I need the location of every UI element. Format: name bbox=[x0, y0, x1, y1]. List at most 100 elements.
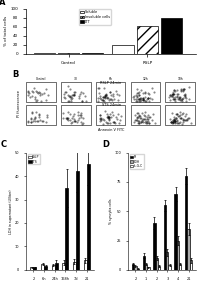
Point bbox=[63, 92, 66, 97]
Point bbox=[32, 116, 35, 121]
Point bbox=[147, 121, 150, 125]
Point bbox=[45, 112, 48, 117]
Point bbox=[183, 92, 186, 97]
Point bbox=[104, 93, 107, 98]
Point bbox=[26, 89, 29, 93]
Point bbox=[151, 118, 154, 122]
Bar bbox=[156, 258, 158, 270]
Point bbox=[98, 94, 102, 99]
Point bbox=[105, 95, 108, 100]
Point bbox=[102, 94, 105, 99]
Point bbox=[146, 95, 149, 100]
Point bbox=[31, 89, 34, 93]
Legend: Soluble, Insoluble cells, LTT: Soluble, Insoluble cells, LTT bbox=[79, 9, 111, 25]
Point bbox=[183, 92, 186, 97]
Point bbox=[148, 121, 151, 126]
Point bbox=[170, 119, 173, 123]
Point bbox=[154, 121, 157, 125]
Point bbox=[173, 97, 176, 101]
Point bbox=[144, 118, 147, 123]
Point bbox=[102, 95, 105, 99]
Point bbox=[62, 110, 65, 115]
Point bbox=[135, 93, 138, 98]
Bar bbox=[61, 105, 91, 125]
Point bbox=[108, 90, 112, 95]
Point bbox=[32, 118, 35, 123]
Point bbox=[103, 98, 106, 103]
Point bbox=[147, 96, 150, 100]
Point bbox=[147, 91, 150, 95]
Point bbox=[173, 119, 176, 124]
Point bbox=[68, 117, 71, 122]
Y-axis label: % of total cells: % of total cells bbox=[4, 16, 8, 46]
Point bbox=[174, 118, 177, 123]
Bar bbox=[153, 223, 156, 270]
Point bbox=[105, 114, 108, 119]
Point bbox=[36, 118, 39, 123]
Point bbox=[134, 97, 137, 102]
Text: B: B bbox=[12, 70, 19, 79]
Point bbox=[74, 119, 77, 124]
Point bbox=[179, 87, 183, 92]
Point bbox=[133, 96, 136, 101]
Point bbox=[179, 115, 183, 120]
Point bbox=[82, 121, 85, 126]
Point bbox=[144, 117, 147, 122]
Point bbox=[185, 99, 188, 103]
Point bbox=[105, 96, 109, 101]
Bar bbox=[55, 263, 58, 270]
Point bbox=[28, 95, 31, 99]
Point bbox=[76, 119, 79, 124]
Point bbox=[34, 116, 37, 120]
Point bbox=[27, 92, 30, 97]
Point bbox=[66, 118, 69, 122]
Point bbox=[178, 121, 181, 126]
Point bbox=[98, 119, 101, 123]
Point bbox=[108, 98, 111, 102]
Bar bbox=[165, 105, 195, 125]
Point bbox=[80, 113, 83, 118]
Point bbox=[173, 114, 176, 119]
Point bbox=[107, 118, 110, 123]
Point bbox=[171, 92, 174, 97]
Point bbox=[64, 90, 68, 95]
Point bbox=[79, 112, 82, 117]
Bar bbox=[33, 268, 36, 270]
Point bbox=[144, 120, 147, 124]
Point bbox=[132, 94, 135, 99]
Point bbox=[184, 94, 187, 99]
Point bbox=[73, 112, 76, 116]
Point bbox=[175, 94, 178, 98]
Point bbox=[71, 114, 74, 118]
Point bbox=[111, 110, 114, 114]
Point bbox=[34, 89, 38, 93]
Point bbox=[38, 93, 42, 98]
Bar bbox=[158, 266, 160, 270]
Point bbox=[36, 91, 40, 95]
Point bbox=[173, 99, 176, 103]
Point bbox=[71, 116, 74, 120]
Point bbox=[170, 93, 173, 98]
Point bbox=[181, 96, 184, 101]
Point bbox=[66, 116, 69, 120]
Point bbox=[140, 88, 143, 92]
Point bbox=[67, 93, 70, 98]
Point bbox=[96, 99, 100, 103]
Point bbox=[83, 94, 87, 98]
Point bbox=[28, 91, 31, 95]
Point bbox=[189, 121, 193, 126]
Point bbox=[178, 112, 181, 117]
Point bbox=[185, 112, 188, 116]
Point bbox=[103, 93, 107, 98]
Point bbox=[175, 92, 178, 96]
Point bbox=[76, 118, 80, 122]
Point bbox=[178, 96, 181, 101]
Point bbox=[84, 99, 87, 103]
Point bbox=[68, 93, 71, 98]
Point bbox=[77, 93, 80, 98]
Point bbox=[145, 120, 148, 125]
Point bbox=[144, 99, 147, 104]
Point bbox=[137, 119, 140, 123]
Point bbox=[64, 95, 67, 100]
Point bbox=[100, 115, 103, 120]
